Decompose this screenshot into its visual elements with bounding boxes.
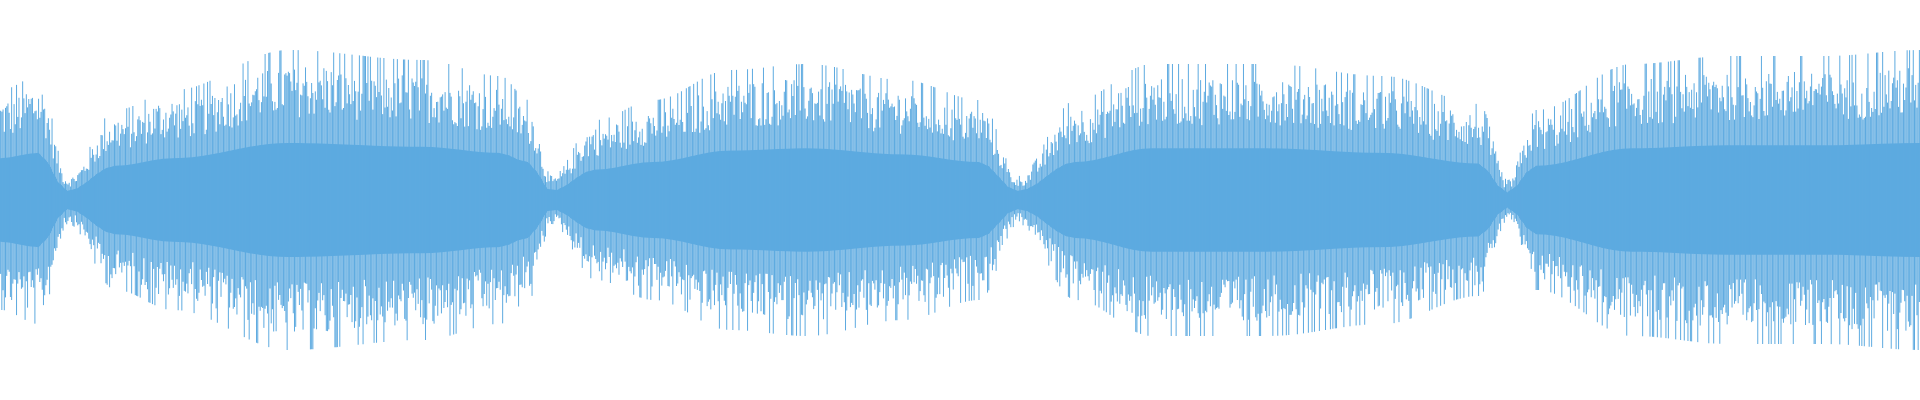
waveform-core xyxy=(0,143,1920,257)
